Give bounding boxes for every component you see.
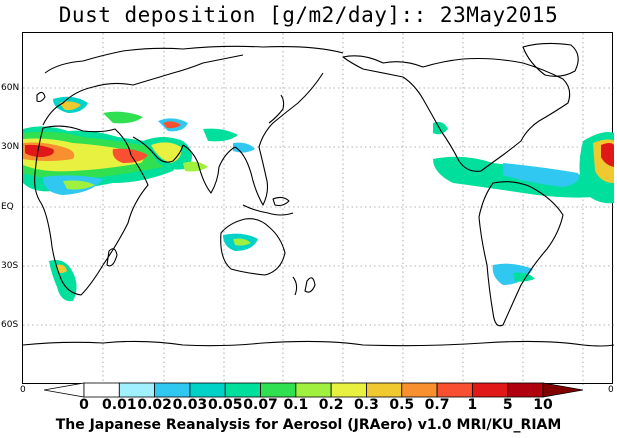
legend-tick-label: 0.2 bbox=[318, 397, 344, 413]
legend-labels: 0 0.01 0.02 0.03 0.05 0.07 0.1 0.2 0.3 0.5 0.7 1 5 10 bbox=[0, 397, 617, 413]
footer-credit: The Japanese Reanalysis for Aerosol (JRA… bbox=[55, 417, 562, 433]
legend-tick-label: 0.1 bbox=[283, 397, 309, 413]
legend-canvas bbox=[44, 382, 583, 398]
dust-field-east-atlantic bbox=[579, 132, 614, 204]
legend-tick-label: 10 bbox=[533, 397, 553, 413]
legend-tick-label: 0.3 bbox=[354, 397, 379, 413]
map-canvas bbox=[23, 33, 614, 385]
legend-swatch bbox=[471, 382, 509, 398]
world-map bbox=[22, 32, 614, 385]
legend-swatch bbox=[330, 382, 367, 398]
legend-swatch bbox=[83, 382, 120, 398]
legend-swatch bbox=[260, 382, 297, 398]
legend-tick-label: 0.7 bbox=[424, 397, 450, 413]
legend-tick-label: 0.02 bbox=[137, 397, 172, 413]
dust-field-australia bbox=[223, 233, 258, 251]
legend-under-triangle bbox=[44, 382, 85, 398]
legend-swatch bbox=[436, 382, 473, 398]
axis-zero-right: 0 bbox=[608, 385, 614, 395]
dust-field-middle-east bbox=[143, 118, 192, 170]
legend-tick-label: 0.07 bbox=[243, 397, 278, 413]
dust-field-southern-africa bbox=[49, 260, 77, 302]
dust-field-sahara bbox=[23, 126, 178, 195]
legend-swatch bbox=[366, 382, 403, 398]
axis-zero-left: 0 bbox=[20, 385, 26, 395]
lat-label-eq: EQ bbox=[1, 202, 14, 212]
dust-field-americas bbox=[433, 121, 614, 285]
legend-swatch bbox=[401, 382, 438, 398]
legend-swatch bbox=[118, 382, 156, 398]
lat-label-30s: 30S bbox=[1, 261, 19, 271]
legend-tick-label: 5 bbox=[502, 397, 513, 413]
legend-tick-label: 0.05 bbox=[207, 397, 243, 413]
color-legend bbox=[44, 382, 583, 398]
legend-tick-label: 1 bbox=[467, 397, 478, 413]
legend-swatch bbox=[189, 382, 226, 398]
lat-label-60n: 60N bbox=[1, 83, 20, 93]
legend-tick-label: 0.5 bbox=[389, 397, 415, 413]
legend-swatch bbox=[295, 382, 332, 398]
legend-over-triangle bbox=[542, 382, 583, 398]
map-title: Dust deposition [g/m2/day]:: 23May2015 bbox=[58, 3, 559, 27]
map-grid bbox=[23, 33, 614, 385]
lat-label-30n: 30N bbox=[1, 142, 20, 152]
legend-tick-label: 0.03 bbox=[172, 397, 208, 413]
legend-swatch bbox=[507, 382, 544, 398]
coastlines bbox=[23, 42, 614, 347]
legend-swatch bbox=[224, 382, 261, 398]
legend-tick-label: 0 bbox=[79, 397, 89, 413]
legend-tick-label: 0.01 bbox=[102, 397, 137, 413]
lat-label-60s: 60S bbox=[1, 320, 19, 330]
legend-swatch bbox=[154, 382, 191, 398]
